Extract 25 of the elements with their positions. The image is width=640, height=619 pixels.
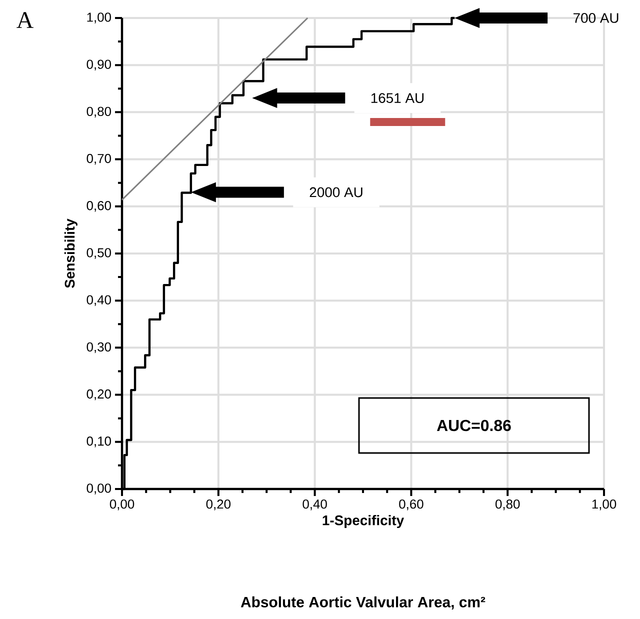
y-tick-label: 0,00 — [86, 484, 111, 494]
x-tick-label: 0,80 — [496, 500, 520, 510]
y-tick-label: 0,70 — [86, 154, 111, 165]
x-tick-label: 0,40 — [302, 500, 327, 510]
x-tick-label: 0,00 — [110, 500, 134, 510]
y-tick-label: 0,50 — [86, 248, 111, 259]
annotation: 1651 AU — [371, 93, 424, 103]
x-tick-label: 0,60 — [399, 500, 424, 510]
y-tick-label: 0,60 — [86, 201, 111, 212]
x-tick-label: 0,20 — [206, 500, 231, 510]
x-tick-label: 1,00 — [592, 500, 616, 510]
y-tick-label: 0,90 — [86, 60, 111, 70]
text: A — [16, 12, 34, 28]
y-tick-label: 0,80 — [86, 106, 111, 118]
annotation: AUC=0.86 — [436, 420, 511, 432]
y-tick-label: 0,10 — [86, 436, 111, 448]
annotation: 2000 AU — [310, 187, 362, 198]
y-tick-label: 1,00 — [87, 12, 111, 24]
y-tick-label: 0,20 — [86, 389, 111, 400]
y-tick-label: 0,40 — [86, 295, 111, 306]
y-axis-title: Sensibility — [64, 218, 78, 288]
annotation: 700 AU — [574, 13, 618, 23]
y-tick-label: 0,30 — [86, 342, 111, 354]
x-axis-title: 1-Specificity — [322, 515, 404, 528]
text: Absolute Aortic Valvular Area, cm² — [240, 596, 486, 610]
